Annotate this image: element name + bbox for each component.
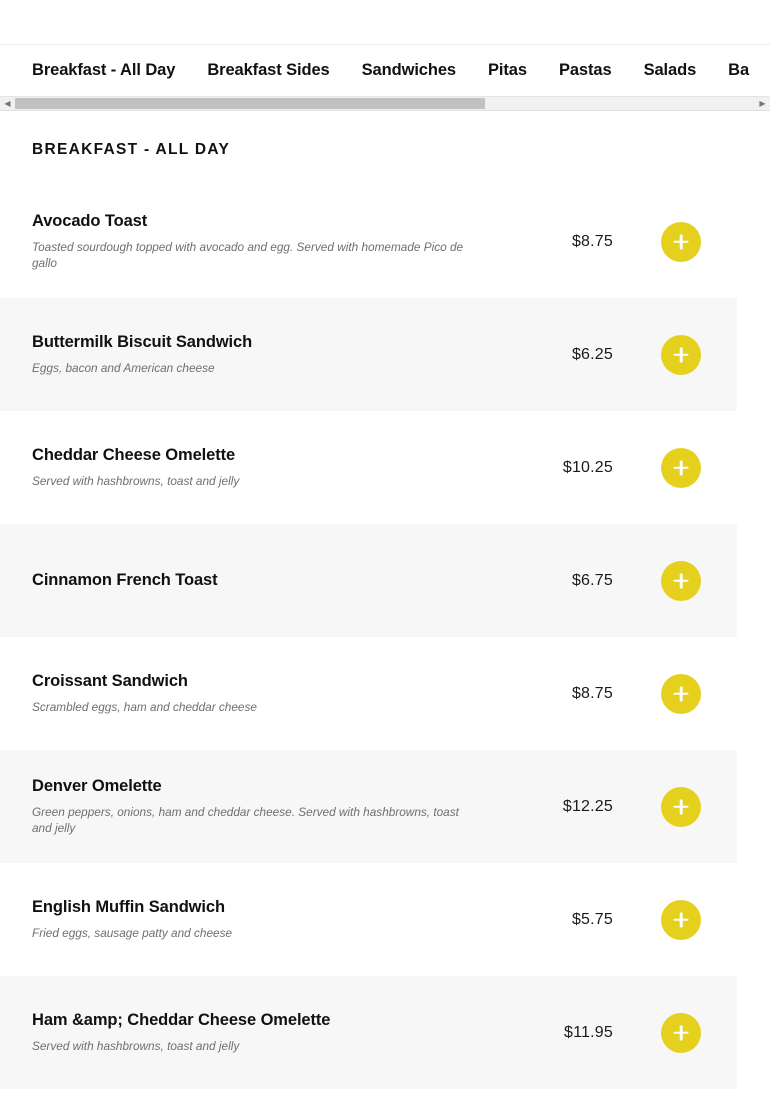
section-title: BREAKFAST - ALL DAY <box>32 141 231 158</box>
tab-bagels-truncated[interactable]: Ba <box>728 61 750 80</box>
add-item-button[interactable] <box>661 334 701 375</box>
menu-item-name: Croissant Sandwich <box>32 671 188 690</box>
tab-breakfast-sides[interactable]: Breakfast Sides <box>207 61 330 80</box>
tab-pastas[interactable]: Pastas <box>558 61 612 80</box>
menu-content: BREAKFAST - ALL DAY Avocado Toast Toaste… <box>0 111 770 1089</box>
horizontal-scrollbar[interactable]: ◀ ▶ <box>0 96 770 111</box>
menu-item-description: Toasted sourdough topped with avocado an… <box>32 240 464 271</box>
menu-item-name: Cheddar Cheese Omelette <box>32 445 236 464</box>
menu-item-price: $12.25 <box>562 797 613 815</box>
menu-item-name: Avocado Toast <box>32 211 148 230</box>
page-header-strip <box>0 0 770 45</box>
menu-item-description: Fried eggs, sausage patty and cheese <box>32 926 233 941</box>
menu-item-name: Denver Omelette <box>32 776 162 795</box>
add-item-button[interactable] <box>661 447 701 488</box>
menu-item-text: Ham &amp; Cheddar Cheese Omelette Served… <box>32 1010 508 1056</box>
menu-item-name: Ham &amp; Cheddar Cheese Omelette <box>32 1010 331 1029</box>
add-item-button[interactable] <box>661 560 701 601</box>
menu-item-name: English Muffin Sandwich <box>32 897 225 916</box>
menu-item-description: Green peppers, onions, ham and cheddar c… <box>32 805 459 836</box>
menu-item-price: $5.75 <box>571 910 613 928</box>
menu-item-text: Denver Omelette Green peppers, onions, h… <box>32 776 508 837</box>
add-item-button[interactable] <box>661 221 701 262</box>
menu-item-description: Eggs, bacon and American cheese <box>32 361 215 376</box>
menu-item-text: Avocado Toast Toasted sourdough topped w… <box>32 211 508 272</box>
menu-item-text: Cinnamon French Toast <box>32 570 508 591</box>
category-tab-bar[interactable]: Breakfast - All Day Breakfast Sides Sand… <box>0 45 770 96</box>
menu-item-name: Cinnamon French Toast <box>32 571 218 590</box>
scrollbar-thumb[interactable] <box>15 98 485 109</box>
scroll-right-arrow-icon[interactable]: ▶ <box>755 97 770 110</box>
add-item-button[interactable] <box>661 673 701 714</box>
menu-item-price: $11.95 <box>564 1023 613 1041</box>
add-item-button[interactable] <box>661 786 701 827</box>
menu-item-row[interactable]: Ham &amp; Cheddar Cheese Omelette Served… <box>0 976 737 1089</box>
menu-item-price: $8.75 <box>571 232 613 250</box>
menu-item-price: $8.75 <box>571 684 613 702</box>
menu-item-price: $6.75 <box>571 571 613 589</box>
tab-salads[interactable]: Salads <box>643 61 697 80</box>
menu-item-price: $6.25 <box>571 345 613 363</box>
menu-item-description: Served with hashbrowns, toast and jelly <box>32 1039 240 1054</box>
menu-item-text: Cheddar Cheese Omelette Served with hash… <box>32 445 508 491</box>
scroll-left-arrow-icon[interactable]: ◀ <box>0 97 15 110</box>
menu-item-row[interactable]: Croissant Sandwich Scrambled eggs, ham a… <box>0 637 737 750</box>
menu-item-price: $10.25 <box>562 458 613 476</box>
tab-sandwiches[interactable]: Sandwiches <box>361 61 457 80</box>
menu-item-description: Served with hashbrowns, toast and jelly <box>32 474 240 489</box>
menu-item-row[interactable]: Cinnamon French Toast $6.75 <box>0 524 737 637</box>
menu-item-row[interactable]: English Muffin Sandwich Fried eggs, saus… <box>0 863 737 976</box>
tab-pitas[interactable]: Pitas <box>488 61 527 80</box>
menu-item-row[interactable]: Cheddar Cheese Omelette Served with hash… <box>0 411 737 524</box>
menu-item-row[interactable]: Buttermilk Biscuit Sandwich Eggs, bacon … <box>0 298 737 411</box>
scrollbar-track[interactable] <box>15 97 755 110</box>
menu-item-text: Croissant Sandwich Scrambled eggs, ham a… <box>32 671 508 717</box>
menu-item-row[interactable]: Denver Omelette Green peppers, onions, h… <box>0 750 737 863</box>
menu-item-text: Buttermilk Biscuit Sandwich Eggs, bacon … <box>32 332 508 378</box>
menu-item-text: English Muffin Sandwich Fried eggs, saus… <box>32 897 508 943</box>
add-item-button[interactable] <box>661 1012 701 1053</box>
menu-item-name: Buttermilk Biscuit Sandwich <box>32 332 253 351</box>
add-item-button[interactable] <box>661 899 701 940</box>
menu-item-row[interactable]: Avocado Toast Toasted sourdough topped w… <box>0 185 737 298</box>
menu-item-description: Scrambled eggs, ham and cheddar cheese <box>32 700 257 715</box>
tab-breakfast-all-day[interactable]: Breakfast - All Day <box>32 61 176 80</box>
